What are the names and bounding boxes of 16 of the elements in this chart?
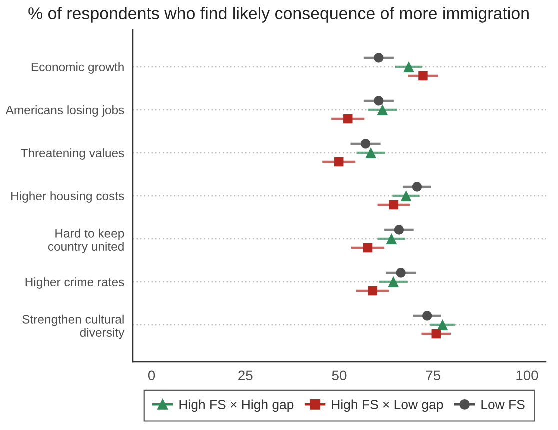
- legend-label: High FS × Low gap: [332, 400, 444, 412]
- y-tick-label: Higher crime rates: [26, 278, 124, 289]
- x-tick-label: 100: [516, 370, 538, 381]
- y-tick-label: Higher housing costs: [12, 192, 124, 203]
- x-tick-label: 25: [238, 370, 253, 381]
- y-tick-label: Threatening values: [20, 148, 124, 160]
- x-tick-label: 0: [148, 370, 156, 381]
- y-tick-label: Americans losing jobs: [6, 106, 124, 117]
- y-tick-label: Strengthen cultural diversity: [22, 314, 125, 340]
- y-tick-label: Hard to keep country united: [48, 228, 124, 254]
- legend-label: Low FS: [482, 400, 525, 410]
- legend-label: High FS × High gap: [180, 400, 294, 412]
- x-tick-label: 50: [332, 370, 347, 381]
- x-tick-label: 75: [426, 370, 441, 381]
- y-tick-label: Economic growth: [32, 62, 124, 74]
- chart-title: % of respondents who find likely consequence of more immigration: [28, 7, 529, 23]
